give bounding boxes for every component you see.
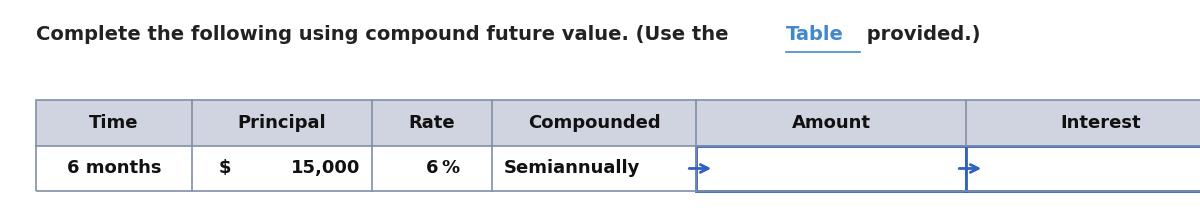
Text: Interest: Interest: [1061, 114, 1141, 132]
Text: 6: 6: [426, 160, 438, 177]
Bar: [36, 100, 1200, 191]
Text: Table: Table: [786, 25, 844, 44]
Text: $: $: [218, 160, 230, 177]
Bar: [36, 146, 696, 191]
Bar: [966, 146, 1200, 191]
Text: Time: Time: [89, 114, 139, 132]
Bar: [36, 100, 1200, 146]
Bar: [696, 146, 966, 191]
Text: %: %: [442, 160, 460, 177]
Text: Principal: Principal: [238, 114, 326, 132]
Text: Rate: Rate: [409, 114, 455, 132]
Text: Complete the following using compound future value. (Use the: Complete the following using compound fu…: [36, 25, 736, 44]
Text: Compounded: Compounded: [528, 114, 660, 132]
Text: Semiannually: Semiannually: [504, 160, 641, 177]
Text: provided.): provided.): [860, 25, 980, 44]
Text: 15,000: 15,000: [290, 160, 360, 177]
Text: Amount: Amount: [792, 114, 870, 132]
Text: 6 months: 6 months: [67, 160, 161, 177]
